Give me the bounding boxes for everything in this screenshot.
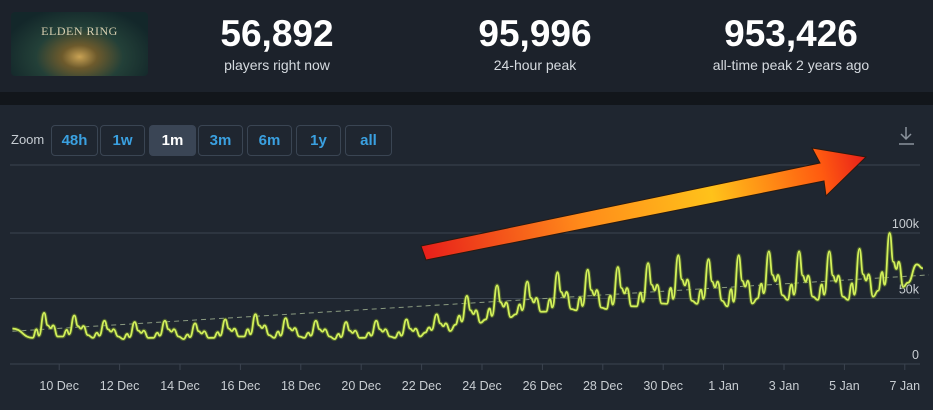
x-tick-label: 28 Dec	[583, 379, 623, 393]
zoom-1y-button[interactable]: 1y	[296, 125, 341, 156]
stat-current-players: 56,892 players right now	[167, 13, 387, 74]
zoom-1w-button[interactable]: 1w	[100, 125, 145, 156]
x-tick-label: 3 Jan	[769, 379, 800, 393]
y-tick-label: 0	[912, 348, 919, 362]
stat-all-time-peak: 953,426 all-time peak 2 years ago	[681, 13, 901, 74]
zoom-label: Zoom	[11, 132, 45, 147]
stat-value: 56,892	[220, 13, 334, 54]
game-capsule-image[interactable]: ELDEN RING	[11, 12, 148, 76]
zoom-6m-button[interactable]: 6m	[247, 125, 292, 156]
x-tick-label: 16 Dec	[221, 379, 261, 393]
x-tick-label: 24 Dec	[462, 379, 502, 393]
x-tick-label: 26 Dec	[523, 379, 563, 393]
divider	[0, 92, 933, 105]
players-line	[12, 232, 924, 341]
x-tick-label: 30 Dec	[643, 379, 683, 393]
stat-label: all-time peak 2 years ago	[712, 57, 870, 73]
x-tick-label: 10 Dec	[39, 379, 79, 393]
y-tick-label: 100k	[892, 217, 920, 231]
zoom-1m-button[interactable]: 1m	[149, 125, 196, 156]
stat-24h-peak: 95,996 24-hour peak	[425, 13, 645, 74]
stat-label: 24-hour peak	[493, 57, 577, 73]
stats-header	[0, 0, 933, 92]
x-tick-label: 18 Dec	[281, 379, 321, 393]
x-tick-label: 5 Jan	[829, 379, 860, 393]
download-icon[interactable]	[899, 127, 914, 145]
x-tick-label: 20 Dec	[341, 379, 381, 393]
x-tick-label: 22 Dec	[402, 379, 442, 393]
stat-value: 95,996	[478, 13, 592, 54]
x-tick-label: 14 Dec	[160, 379, 200, 393]
zoom-3m-button[interactable]: 3m	[198, 125, 243, 156]
trend-arrow-annotation	[420, 147, 868, 261]
stat-value: 953,426	[724, 13, 858, 54]
x-tick-label: 12 Dec	[100, 379, 140, 393]
game-logo: ELDEN RING	[41, 24, 118, 38]
stat-label: players right now	[224, 57, 330, 73]
zoom-48h-button[interactable]: 48h	[51, 125, 98, 156]
x-tick-label: 1 Jan	[708, 379, 739, 393]
x-tick-label: 7 Jan	[890, 379, 921, 393]
zoom-all-button[interactable]: all	[345, 125, 392, 156]
